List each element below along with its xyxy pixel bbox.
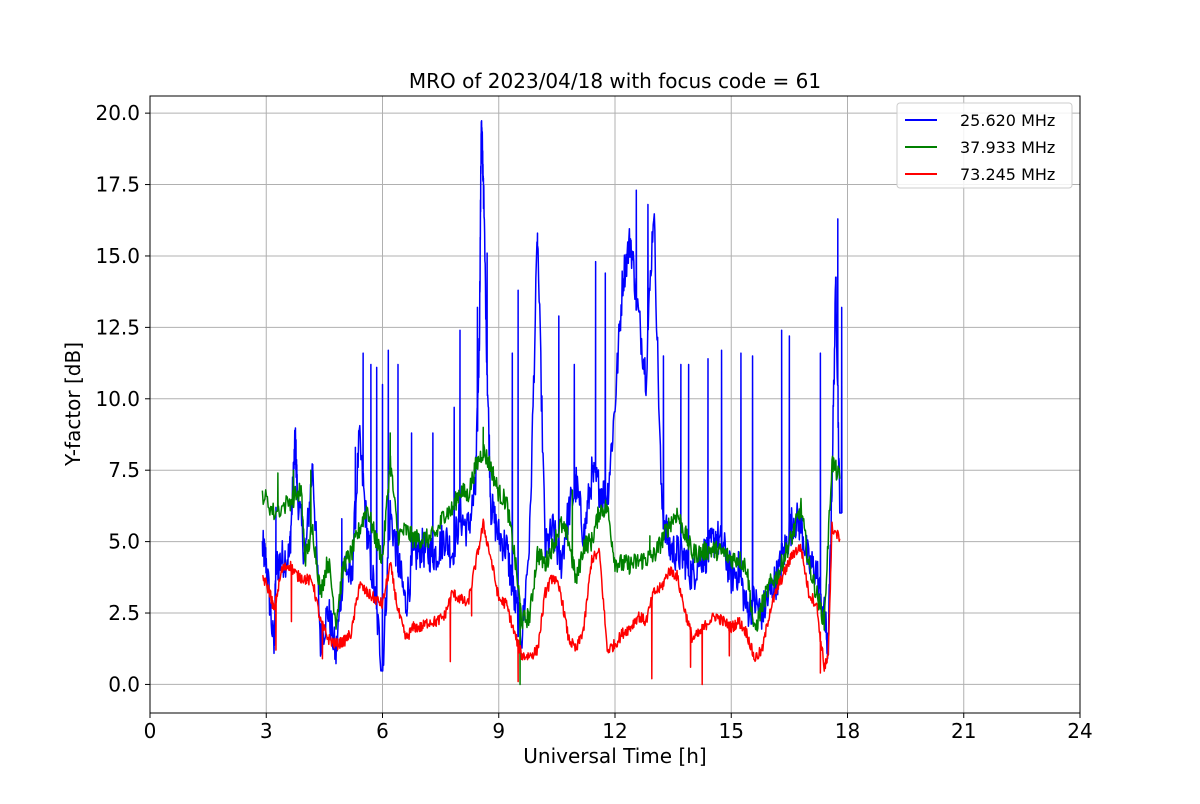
legend-box — [896, 102, 1073, 189]
x-axis-label: Universal Time [h] — [523, 744, 706, 768]
x-tick-label: 24 — [1067, 719, 1092, 743]
y-tick-label: 10.0 — [95, 387, 140, 411]
legend-label: 37.933 MHz — [960, 138, 1055, 157]
series-line-3 — [262, 518, 841, 686]
series-line-1 — [261, 119, 843, 672]
y-tick-label: 2.5 — [108, 601, 140, 625]
series-layer — [261, 119, 843, 686]
x-tick-label: 9 — [492, 719, 505, 743]
x-tick-label: 6 — [376, 719, 389, 743]
x-axis: 0 3 6 9 12 15 18 21 24 — [144, 713, 1093, 743]
legend-label: 73.245 MHz — [960, 165, 1055, 184]
chart-title: MRO of 2023/04/18 with focus code = 61 — [409, 69, 821, 93]
legend-label: 25.620 MHz — [960, 111, 1055, 130]
y-tick-label: 0.0 — [108, 672, 140, 696]
y-tick-label: 17.5 — [95, 173, 140, 197]
y-tick-label: 15.0 — [95, 244, 140, 268]
x-tick-label: 21 — [951, 719, 976, 743]
y-axis-label: Y-factor [dB] — [61, 342, 85, 467]
x-tick-label: 18 — [835, 719, 860, 743]
legend: 25.620 MHz 37.933 MHz 73.245 MHz — [896, 102, 1073, 189]
series-line-2 — [261, 426, 841, 686]
x-tick-label: 15 — [719, 719, 744, 743]
y-axis: 0.0 2.5 5.0 7.5 10.0 12.5 15.0 17.5 20.0 — [95, 101, 150, 696]
x-tick-label: 12 — [602, 719, 627, 743]
y-tick-label: 20.0 — [95, 101, 140, 125]
y-tick-label: 12.5 — [95, 315, 140, 339]
y-tick-label: 7.5 — [108, 458, 140, 482]
y-tick-label: 5.0 — [108, 530, 140, 554]
x-tick-label: 0 — [144, 719, 157, 743]
x-tick-label: 3 — [260, 719, 273, 743]
